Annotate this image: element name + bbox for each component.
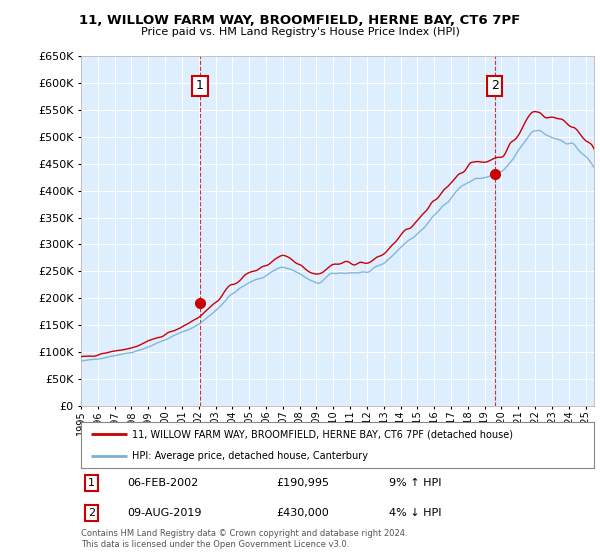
Text: 9% ↑ HPI: 9% ↑ HPI — [389, 478, 442, 488]
Text: Contains HM Land Registry data © Crown copyright and database right 2024.: Contains HM Land Registry data © Crown c… — [81, 529, 407, 538]
Text: 11, WILLOW FARM WAY, BROOMFIELD, HERNE BAY, CT6 7PF (detached house): 11, WILLOW FARM WAY, BROOMFIELD, HERNE B… — [133, 429, 513, 439]
Text: 4% ↓ HPI: 4% ↓ HPI — [389, 508, 442, 518]
Text: 09-AUG-2019: 09-AUG-2019 — [127, 508, 202, 518]
Text: HPI: Average price, detached house, Canterbury: HPI: Average price, detached house, Cant… — [133, 451, 368, 461]
Text: Price paid vs. HM Land Registry's House Price Index (HPI): Price paid vs. HM Land Registry's House … — [140, 27, 460, 37]
Text: 2: 2 — [491, 80, 499, 92]
Text: 2: 2 — [88, 508, 95, 518]
Text: £430,000: £430,000 — [276, 508, 329, 518]
Text: 1: 1 — [196, 80, 204, 92]
Text: 06-FEB-2002: 06-FEB-2002 — [127, 478, 199, 488]
Text: This data is licensed under the Open Government Licence v3.0.: This data is licensed under the Open Gov… — [81, 540, 349, 549]
Text: £190,995: £190,995 — [276, 478, 329, 488]
Text: 1: 1 — [88, 478, 95, 488]
Text: 11, WILLOW FARM WAY, BROOMFIELD, HERNE BAY, CT6 7PF: 11, WILLOW FARM WAY, BROOMFIELD, HERNE B… — [79, 14, 521, 27]
